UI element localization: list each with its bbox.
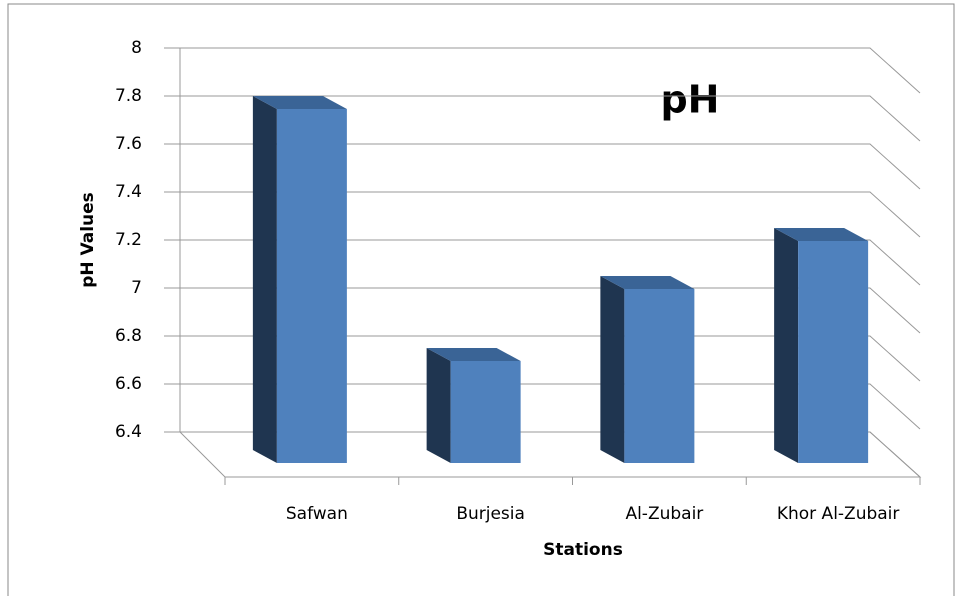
y-tick-label: 6.8 <box>115 326 142 346</box>
x-tick-label: Al-Zubair <box>625 504 703 524</box>
x-tick-label: Burjesia <box>456 504 525 524</box>
y-tick-label: 7.8 <box>115 86 142 106</box>
grid-line <box>180 431 921 478</box>
bar-side <box>426 348 451 463</box>
chart-title: pH <box>660 78 719 122</box>
grid-line <box>180 95 921 142</box>
grid-line <box>180 383 921 430</box>
y-tick-label: 8 <box>131 38 142 58</box>
grid-line <box>180 191 921 238</box>
bar <box>798 241 869 463</box>
grid-line <box>180 143 921 190</box>
grid-line <box>180 47 921 94</box>
bar <box>450 361 521 463</box>
bar-top <box>774 228 869 241</box>
x-axis-label: Stations <box>543 540 623 560</box>
bar <box>276 109 347 463</box>
bar-top <box>426 348 521 361</box>
grid-line <box>180 287 921 334</box>
x-tick-label: Safwan <box>286 504 348 524</box>
grid-line <box>180 239 921 286</box>
y-tick-label: 7.2 <box>115 230 142 250</box>
bar <box>624 289 695 463</box>
bar-side <box>774 228 799 463</box>
x-tick-label: Khor Al-Zubair <box>777 504 900 524</box>
y-tick-label: 7.6 <box>115 134 142 154</box>
y-tick-label: 7.4 <box>115 182 142 202</box>
y-axis-label: pH Values <box>78 192 98 288</box>
bar-top <box>600 276 695 289</box>
bar-top <box>252 96 347 109</box>
y-tick-label: 6.4 <box>115 422 142 442</box>
grid-line <box>180 335 921 382</box>
bar-side <box>252 96 277 463</box>
y-tick-label: 6.6 <box>115 374 142 394</box>
bar-side <box>600 276 625 463</box>
y-tick-label: 7 <box>131 278 142 298</box>
